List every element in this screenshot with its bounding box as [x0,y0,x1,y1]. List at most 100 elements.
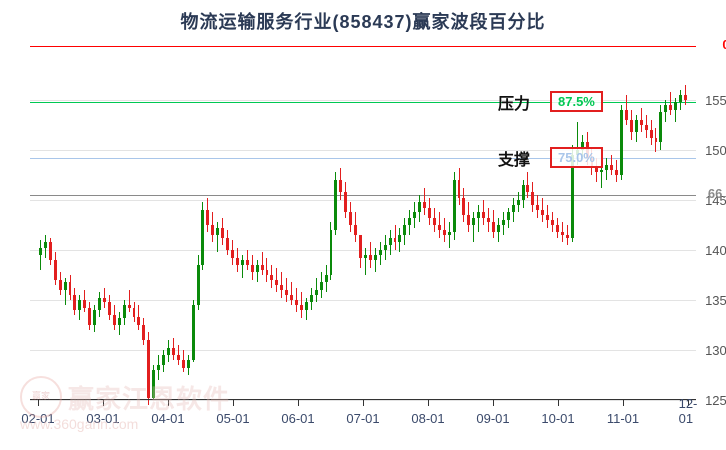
candle-body[interactable] [64,282,67,290]
candle-body[interactable] [566,235,569,238]
candle-body[interactable] [679,95,682,102]
candle-body[interactable] [349,212,352,225]
candle-body[interactable] [384,245,387,250]
candle-body[interactable] [669,105,672,110]
candle-body[interactable] [49,242,52,260]
candle-body[interactable] [556,225,559,232]
candle-body[interactable] [438,225,441,230]
candle-body[interactable] [123,305,126,318]
candle-body[interactable] [428,208,431,218]
candle-body[interactable] [398,235,401,242]
candle-body[interactable] [467,215,470,225]
candle-body[interactable] [118,318,121,325]
candle-body[interactable] [280,285,283,290]
candle-body[interactable] [177,355,180,360]
candle-body[interactable] [172,348,175,355]
candle-body[interactable] [354,225,357,235]
candle-body[interactable] [364,255,367,258]
candle-body[interactable] [236,258,239,265]
candle-body[interactable] [541,210,544,215]
candle-body[interactable] [334,180,337,230]
candle-body[interactable] [310,295,313,302]
candle-body[interactable] [152,370,155,398]
candle-body[interactable] [147,340,150,398]
candle-body[interactable] [659,112,662,142]
candle-body[interactable] [320,282,323,290]
candle-body[interactable] [512,205,515,212]
candle-body[interactable] [113,315,116,325]
candle-body[interactable] [408,218,411,225]
candle-body[interactable] [285,290,288,295]
candle-body[interactable] [531,192,534,205]
candle-body[interactable] [359,235,362,258]
candle-body[interactable] [221,228,224,238]
candle-body[interactable] [536,205,539,210]
candle-body[interactable] [98,298,101,310]
candle-body[interactable] [192,305,195,360]
candle-body[interactable] [684,95,687,100]
candle-body[interactable] [610,165,613,170]
candle-body[interactable] [275,280,278,285]
candle-body[interactable] [418,202,421,212]
candle-body[interactable] [389,238,392,245]
candle-body[interactable] [330,230,333,275]
candle-body[interactable] [369,255,372,260]
candle-body[interactable] [266,270,269,275]
candle-body[interactable] [216,228,219,235]
candle-body[interactable] [635,120,638,132]
candle-body[interactable] [315,290,318,295]
candle-body[interactable] [201,210,204,265]
candle-body[interactable] [162,355,165,365]
candle-body[interactable] [413,212,416,218]
candle-body[interactable] [167,348,170,355]
candle-body[interactable] [645,125,648,130]
candle-body[interactable] [226,238,229,250]
candle-body[interactable] [517,200,520,205]
candle-body[interactable] [108,302,111,315]
candle-body[interactable] [655,138,658,142]
candle-body[interactable] [605,165,608,170]
candle-body[interactable] [325,275,328,282]
candle-body[interactable] [59,280,62,290]
candle-body[interactable] [433,218,436,225]
candle-body[interactable] [339,180,342,192]
candle-body[interactable] [551,220,554,225]
candle-body[interactable] [458,180,461,198]
candle-body[interactable] [615,170,618,175]
candle-body[interactable] [182,360,185,368]
candle-body[interactable] [137,317,140,325]
candle-body[interactable] [305,302,308,310]
candle-body[interactable] [492,222,495,232]
candle-body[interactable] [344,192,347,212]
candle-body[interactable] [640,120,643,125]
candle-body[interactable] [625,110,628,120]
candle-body[interactable] [561,232,564,235]
candle-body[interactable] [448,232,451,235]
candle-body[interactable] [39,248,42,255]
candle-body[interactable] [93,310,96,325]
candle-body[interactable] [379,250,382,255]
candle-body[interactable] [241,260,244,265]
candle-body[interactable] [620,110,623,175]
candle-body[interactable] [502,220,505,225]
candle-body[interactable] [443,230,446,235]
candle-body[interactable] [664,105,667,112]
candle-body[interactable] [600,170,603,172]
candle-body[interactable] [44,242,47,248]
candle-body[interactable] [251,265,254,272]
candle-body[interactable] [103,298,106,302]
candle-body[interactable] [403,225,406,235]
candle-body[interactable] [507,212,510,220]
candle-body[interactable] [482,212,485,218]
candle-body[interactable] [133,308,136,317]
candle-body[interactable] [300,305,303,310]
candle-body[interactable] [128,305,131,308]
candle-body[interactable] [295,300,298,305]
candle-body[interactable] [261,265,264,270]
candle-body[interactable] [270,275,273,280]
candle-body[interactable] [142,325,145,340]
candle-body[interactable] [78,300,81,310]
candle-body[interactable] [462,198,465,215]
candle-body[interactable] [453,180,456,232]
candle-body[interactable] [522,185,525,200]
